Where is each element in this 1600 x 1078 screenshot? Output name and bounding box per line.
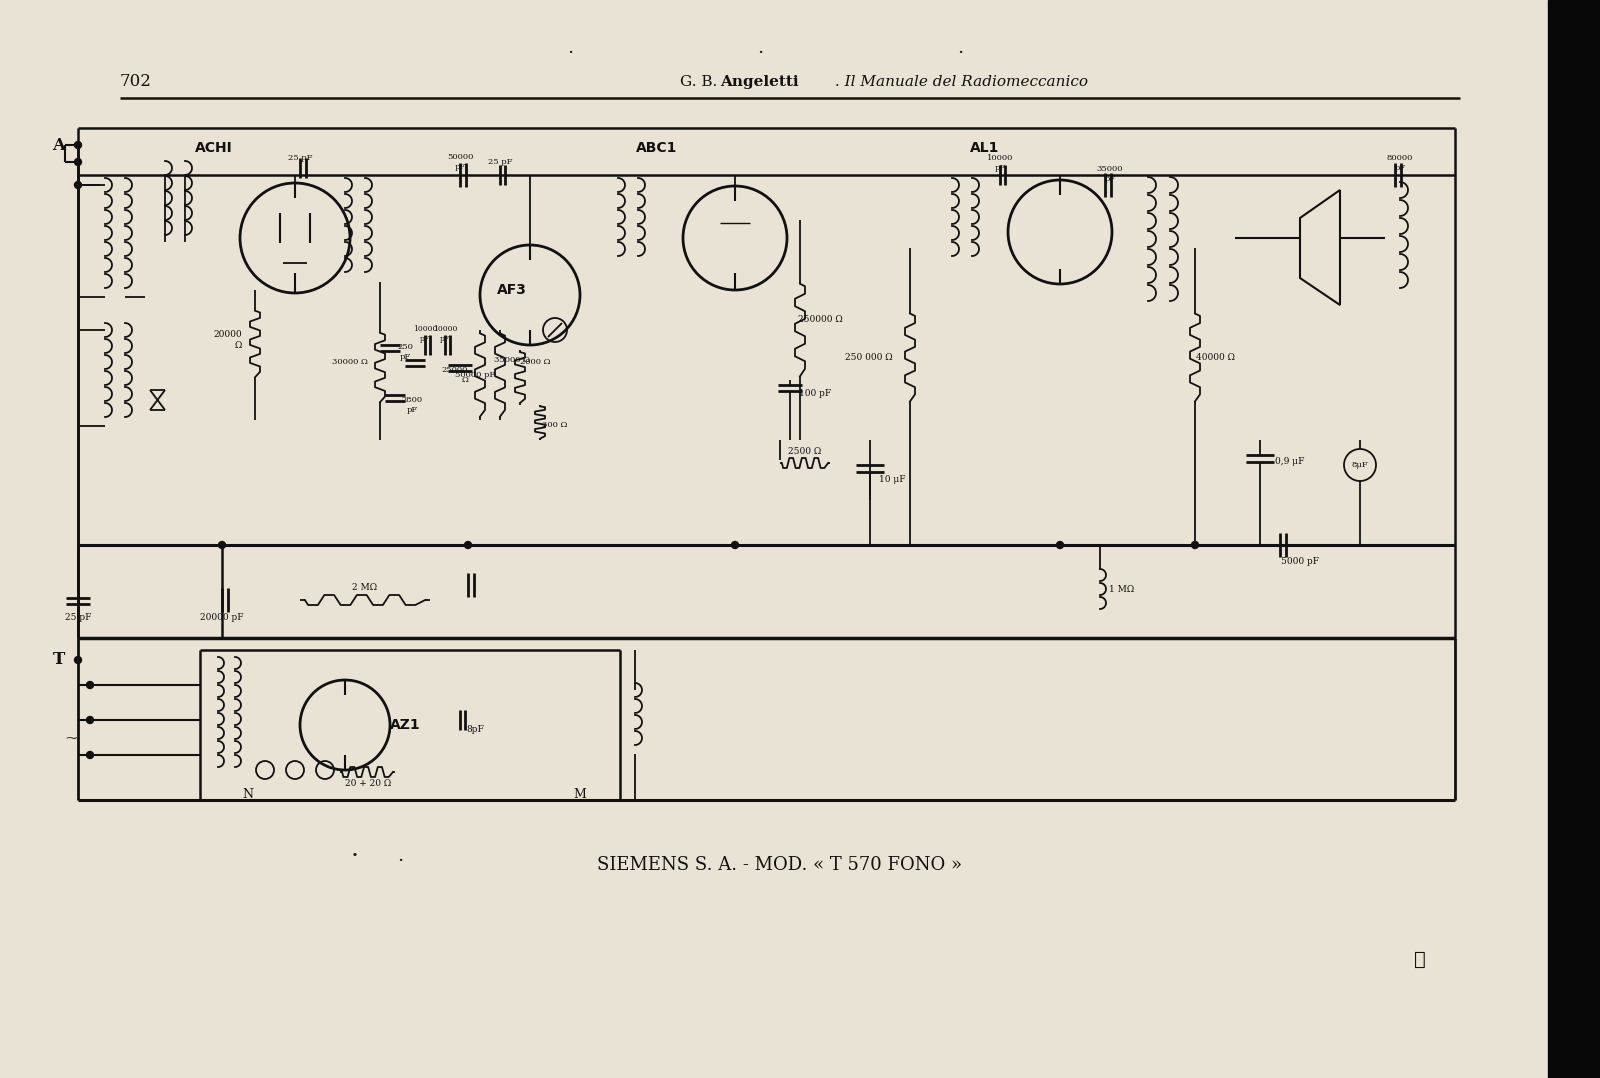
Text: 10 μF: 10 μF (878, 475, 906, 484)
Text: .: . (566, 39, 573, 57)
Circle shape (75, 158, 82, 166)
Text: 1 MΩ: 1 MΩ (1109, 585, 1134, 594)
Circle shape (75, 657, 82, 663)
Text: 25 pF: 25 pF (488, 158, 512, 166)
Text: SIEMENS S. A. - MOD. « T 570 FONO »: SIEMENS S. A. - MOD. « T 570 FONO » (597, 856, 963, 874)
Text: AL1: AL1 (970, 141, 1000, 155)
Text: 250 000 Ω: 250 000 Ω (845, 354, 893, 362)
Circle shape (1056, 541, 1064, 549)
Text: 2800
pF: 2800 pF (402, 397, 422, 414)
Text: 2 MΩ: 2 MΩ (352, 583, 378, 593)
Text: 40000 Ω: 40000 Ω (1195, 354, 1235, 362)
Text: A: A (51, 137, 66, 153)
Text: 5000 pF: 5000 pF (1282, 557, 1318, 567)
Circle shape (75, 141, 82, 149)
Circle shape (75, 181, 82, 189)
Text: ✦: ✦ (1414, 951, 1426, 969)
Text: 10000
pF: 10000 pF (434, 326, 458, 343)
Text: 250
pF: 250 pF (397, 344, 413, 361)
Text: 35000 Ω: 35000 Ω (494, 356, 530, 364)
Circle shape (86, 717, 93, 723)
Text: .: . (957, 39, 963, 57)
Text: 25000
Ω: 25000 Ω (442, 367, 467, 384)
Text: 8pF: 8pF (466, 725, 483, 734)
Text: 50000 pF: 50000 pF (454, 371, 494, 379)
Text: Angeletti: Angeletti (720, 75, 798, 89)
Text: AZ1: AZ1 (390, 718, 421, 732)
Text: 2500 Ω: 2500 Ω (789, 447, 822, 456)
Text: 10000
pF: 10000 pF (413, 326, 437, 343)
Text: 2000 Ω: 2000 Ω (520, 358, 550, 367)
Text: 8μF: 8μF (1352, 461, 1368, 469)
Text: 80000
pF: 80000 pF (1387, 154, 1413, 171)
Text: ~: ~ (64, 730, 78, 746)
Text: .: . (757, 39, 763, 57)
Text: . Il Manuale del Radiomeccanico: . Il Manuale del Radiomeccanico (830, 75, 1088, 89)
Text: 50000
pF: 50000 pF (446, 153, 474, 170)
Text: 30000 Ω: 30000 Ω (333, 358, 368, 367)
Text: 25 pF: 25 pF (288, 154, 312, 162)
Text: 20 + 20 Ω: 20 + 20 Ω (346, 779, 390, 788)
Text: 300 Ω: 300 Ω (542, 421, 568, 429)
Text: N: N (243, 788, 253, 802)
Text: T: T (53, 651, 66, 668)
Text: .: . (350, 839, 358, 861)
Text: 25 pF: 25 pF (64, 612, 91, 622)
Text: 0,9 μF: 0,9 μF (1275, 457, 1304, 467)
Circle shape (464, 541, 472, 549)
Text: .: . (397, 847, 403, 865)
Circle shape (86, 751, 93, 759)
Text: 100 pF: 100 pF (798, 388, 830, 398)
Text: M: M (573, 788, 587, 802)
Circle shape (86, 681, 93, 689)
Text: 20000
Ω: 20000 Ω (213, 330, 242, 349)
Circle shape (1192, 541, 1198, 549)
Text: 35000
pF: 35000 pF (1096, 165, 1123, 182)
Circle shape (731, 541, 739, 549)
Text: 20000 pF: 20000 pF (200, 612, 243, 622)
Text: ACHI: ACHI (195, 141, 232, 155)
Text: 702: 702 (120, 73, 152, 91)
Text: 10000
pF: 10000 pF (987, 154, 1013, 171)
Text: ABC1: ABC1 (637, 141, 677, 155)
Text: 250000 Ω: 250000 Ω (798, 316, 842, 324)
Circle shape (219, 541, 226, 549)
Text: AF3: AF3 (498, 284, 526, 298)
Text: G. B.: G. B. (680, 75, 722, 89)
Bar (1549, 0, 1600, 1078)
